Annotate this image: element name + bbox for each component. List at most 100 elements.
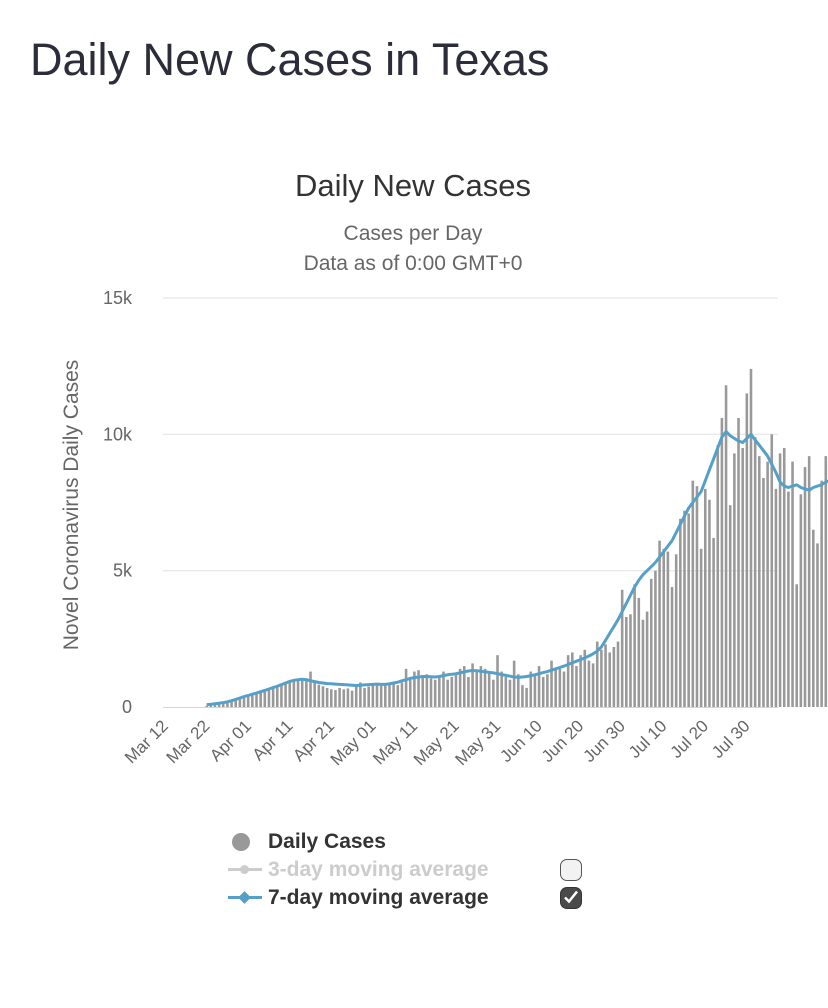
daily-cases-bar bbox=[703, 488, 707, 707]
legend-label: 7-day moving average bbox=[268, 886, 489, 909]
daily-cases-bar bbox=[516, 674, 520, 707]
daily-cases-bar bbox=[562, 671, 566, 707]
daily-cases-bar bbox=[620, 589, 624, 707]
daily-cases-bar bbox=[741, 447, 744, 707]
daily-cases-bar bbox=[508, 679, 512, 707]
daily-cases-bar bbox=[612, 647, 616, 707]
daily-cases-bar bbox=[234, 699, 238, 707]
daily-cases-bar bbox=[674, 554, 678, 707]
daily-cases-bar bbox=[317, 684, 321, 707]
x-tick-label: Jun 20 bbox=[538, 716, 588, 766]
checkbox-3-day-average[interactable] bbox=[560, 859, 582, 881]
daily-cases-bar bbox=[275, 686, 279, 707]
checkbox-7-day-average[interactable] bbox=[560, 887, 582, 909]
daily-cases-bar bbox=[728, 505, 732, 707]
daily-cases-bar bbox=[716, 445, 720, 707]
y-tick-label: 15k bbox=[103, 288, 133, 308]
daily-cases-bar bbox=[342, 689, 346, 707]
daily-cases-bar bbox=[255, 693, 258, 707]
daily-cases-bar bbox=[479, 666, 483, 707]
daily-cases-bar bbox=[558, 668, 562, 707]
daily-cases-bar bbox=[213, 704, 217, 707]
seven-day-average-line bbox=[206, 430, 828, 707]
daily-cases-bar bbox=[658, 540, 661, 707]
daily-cases-bar bbox=[795, 584, 798, 707]
x-tick-label: Jun 30 bbox=[579, 716, 629, 766]
daily-cases-bar bbox=[525, 687, 528, 707]
daily-cases-bar bbox=[334, 690, 337, 707]
x-tick-label: Mar 12 bbox=[121, 716, 172, 767]
daily-cases-bar bbox=[587, 660, 591, 707]
daily-cases-bar bbox=[400, 682, 404, 707]
daily-cases-bar bbox=[807, 456, 811, 707]
daily-cases-bar bbox=[388, 682, 391, 707]
daily-cases-bar bbox=[467, 677, 470, 707]
daily-cases-bar bbox=[292, 681, 296, 707]
daily-cases-bar bbox=[271, 687, 275, 707]
daily-cases-bar bbox=[708, 499, 711, 707]
daily-cases-bar bbox=[554, 668, 557, 707]
daily-cases-bar bbox=[820, 480, 823, 707]
daily-cases-bar bbox=[758, 456, 761, 707]
daily-cases-bar bbox=[533, 674, 537, 707]
daily-cases-bar bbox=[799, 494, 803, 707]
daily-cases-bar bbox=[496, 655, 499, 707]
daily-cases-bar bbox=[284, 683, 287, 707]
daily-cases-bar bbox=[670, 587, 674, 707]
line-diamond-marker-icon bbox=[228, 887, 262, 909]
page-title: Daily New Cases in Texas bbox=[30, 34, 550, 85]
x-tick-label: May 31 bbox=[451, 716, 504, 769]
daily-cases-bar bbox=[226, 702, 229, 707]
chart-legend: Daily Cases 3-day moving average 7-day m… bbox=[228, 828, 582, 912]
daily-cases-bar bbox=[375, 684, 379, 707]
daily-cases-bar bbox=[512, 660, 516, 707]
daily-cases-bar bbox=[321, 686, 325, 707]
daily-cases-bar bbox=[500, 671, 503, 707]
daily-cases-bar bbox=[691, 480, 695, 707]
daily-cases-bar bbox=[616, 641, 620, 707]
daily-cases-bar bbox=[733, 453, 736, 707]
daily-cases-bar bbox=[359, 682, 362, 707]
daily-cases-bar bbox=[571, 652, 574, 707]
x-tick-label: Jul 10 bbox=[625, 716, 671, 762]
daily-cases-bar bbox=[770, 434, 774, 707]
daily-cases-bar bbox=[458, 668, 462, 707]
daily-cases-bar bbox=[492, 679, 495, 707]
chart-title: Daily New Cases bbox=[295, 168, 531, 203]
daily-cases-bar bbox=[712, 537, 715, 707]
daily-cases-bar bbox=[803, 467, 807, 707]
daily-cases-bar bbox=[778, 453, 782, 707]
daily-cases-bar bbox=[774, 488, 778, 707]
daily-cases-bar bbox=[263, 690, 267, 707]
legend-item-daily-cases[interactable]: Daily Cases bbox=[228, 828, 489, 856]
chart-subtitle-date: Data as of 0:00 GMT+0 bbox=[304, 252, 523, 275]
daily-cases-bar bbox=[433, 679, 437, 707]
legend-item-7-day-average[interactable]: 7-day moving average bbox=[228, 884, 582, 912]
chart-subtitle: Cases per Day bbox=[344, 222, 483, 245]
daily-cases-bar bbox=[392, 683, 395, 707]
daily-cases-bar bbox=[346, 688, 350, 707]
y-tick-label: 10k bbox=[103, 424, 133, 444]
daily-cases-bar bbox=[384, 683, 387, 707]
x-tick-label: Jun 10 bbox=[496, 716, 546, 766]
daily-cases-bar bbox=[242, 697, 246, 707]
daily-cases-bar bbox=[404, 668, 408, 707]
daily-cases-bar bbox=[737, 417, 740, 707]
x-tick-label: Jul 30 bbox=[708, 716, 754, 762]
legend-item-3-day-average[interactable]: 3-day moving average bbox=[228, 856, 582, 884]
checkmark-icon bbox=[564, 890, 578, 904]
daily-cases-bar bbox=[438, 677, 441, 707]
x-tick-label: May 21 bbox=[410, 716, 463, 769]
daily-cases-bar bbox=[608, 652, 611, 707]
daily-cases-bar bbox=[475, 671, 479, 707]
daily-cases-bar bbox=[462, 666, 466, 707]
daily-cases-bar bbox=[251, 694, 254, 707]
daily-cases-bar bbox=[645, 611, 649, 707]
daily-cases-bar bbox=[338, 687, 341, 707]
daily-cases-bar bbox=[541, 677, 545, 707]
daily-cases-bar bbox=[313, 682, 316, 707]
daily-cases-bar bbox=[221, 702, 225, 707]
daily-cases-bar bbox=[363, 687, 366, 707]
daily-cases-bar bbox=[812, 529, 815, 707]
daily-cases-bar bbox=[550, 660, 553, 707]
